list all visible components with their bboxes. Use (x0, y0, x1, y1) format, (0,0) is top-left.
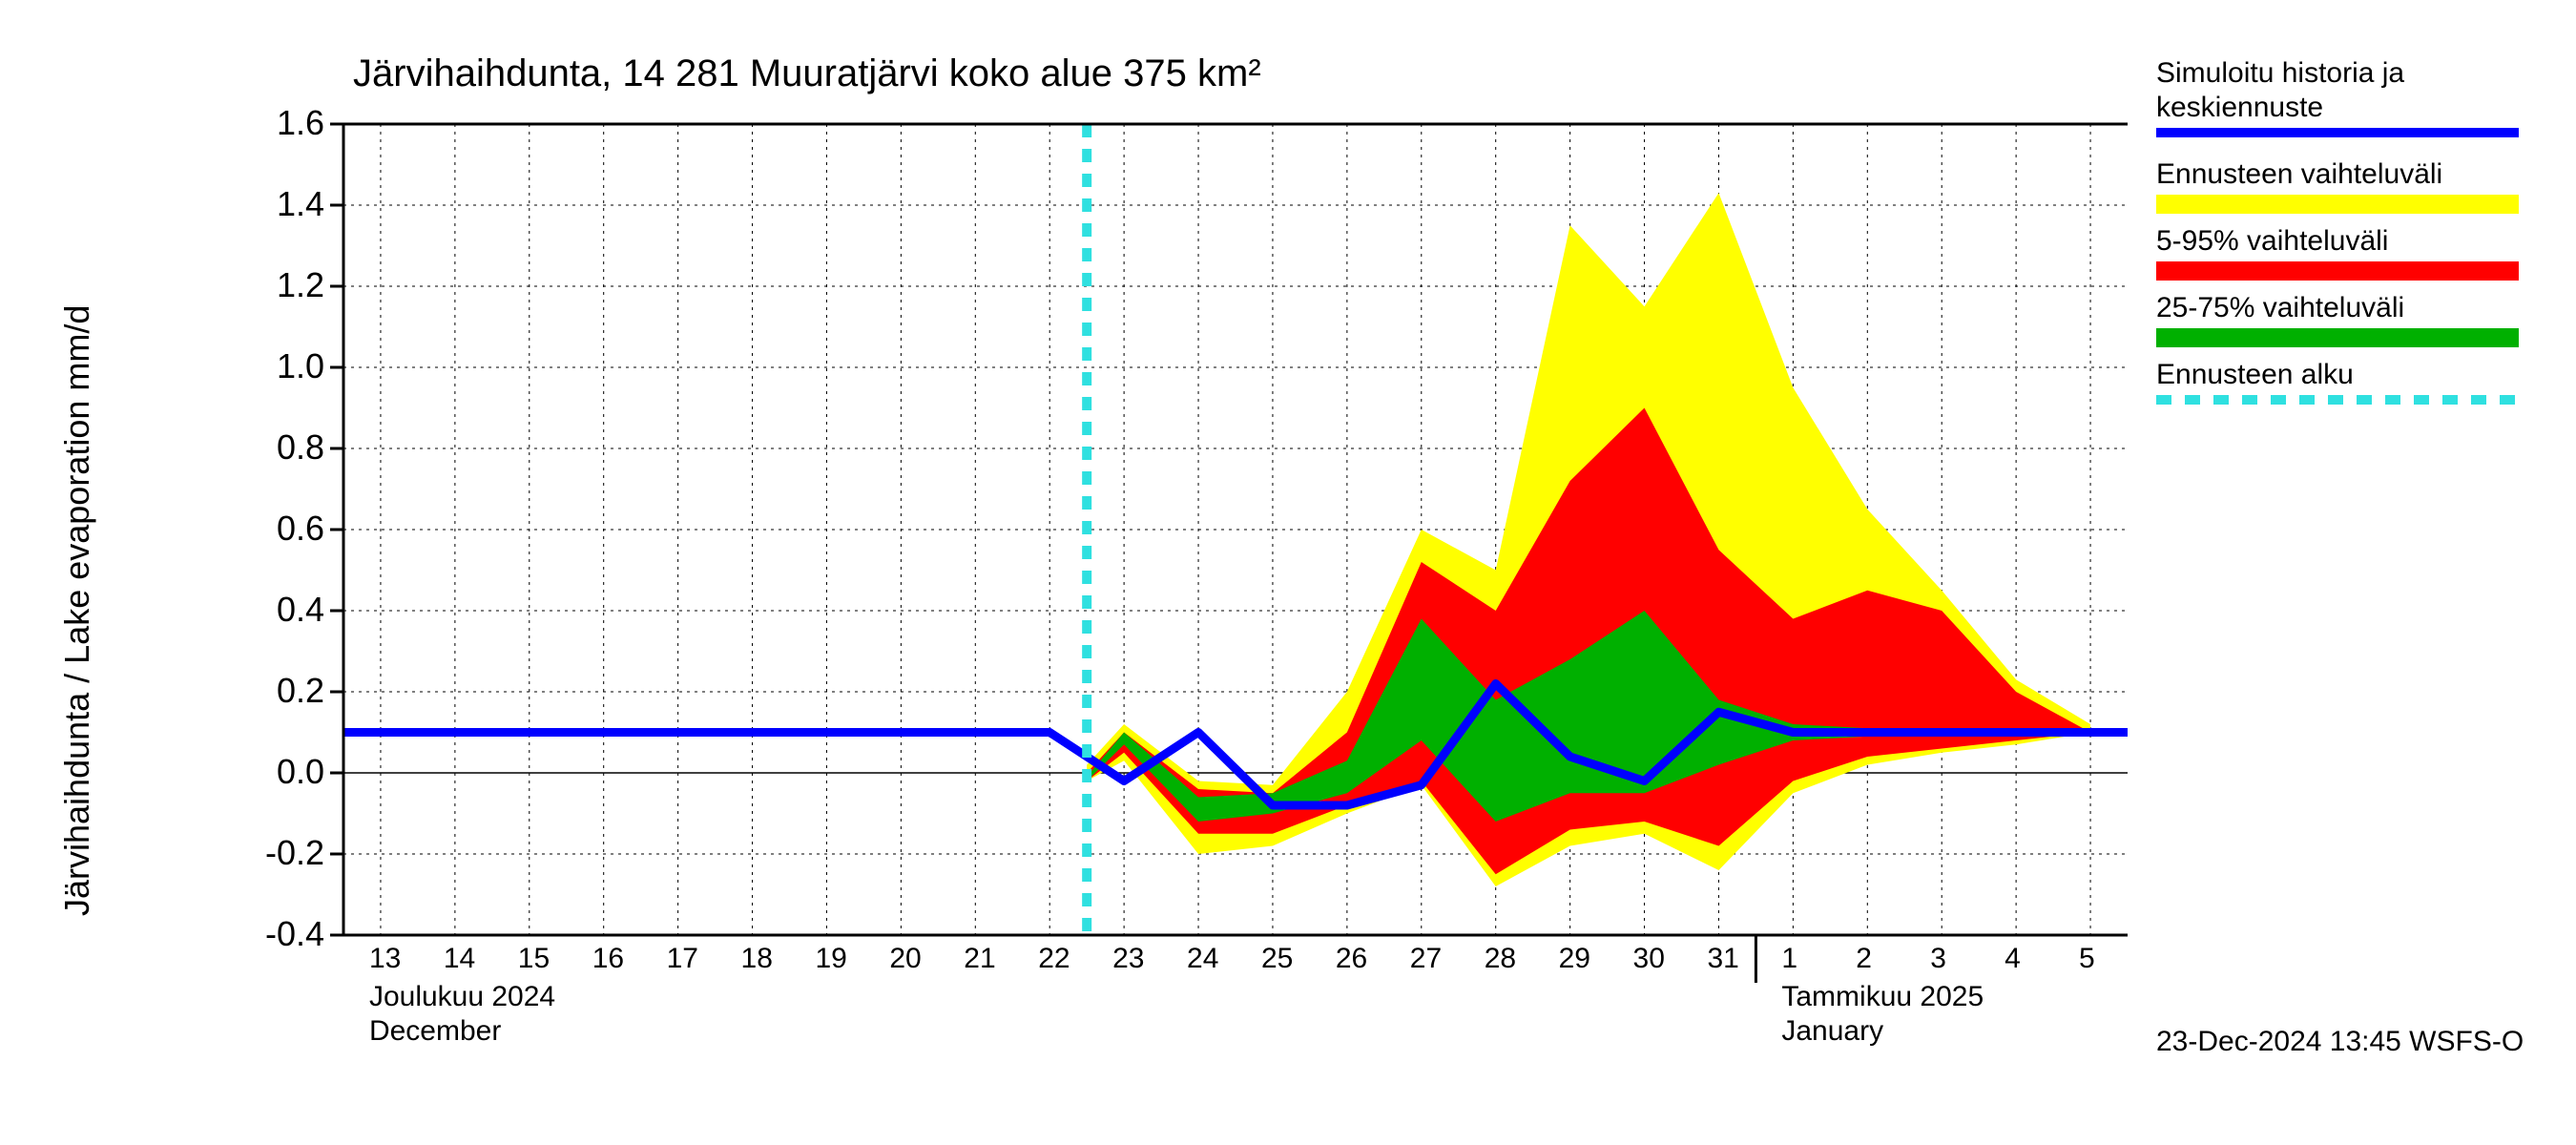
chart-plot-area (0, 0, 2576, 1145)
page-root: Järvihaihdunta, 14 281 Muuratjärvi koko … (0, 0, 2576, 1145)
